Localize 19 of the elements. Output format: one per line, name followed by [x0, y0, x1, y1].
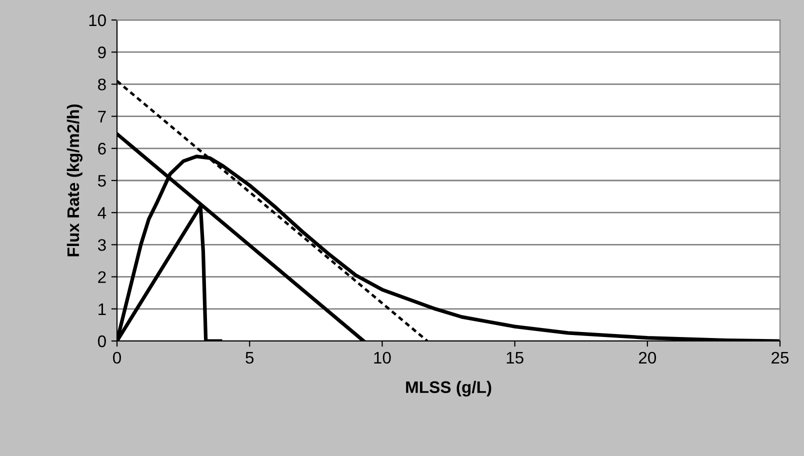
y-tick-label: 8 — [98, 78, 106, 90]
x-tick-label: 0 — [113, 352, 121, 364]
y-tick-label: 10 — [89, 14, 106, 26]
x-tick-label: 15 — [506, 352, 524, 364]
x-axis-title: MLSS (g/L) — [406, 380, 492, 396]
y-tick-label: 9 — [98, 46, 106, 58]
x-tick-label: 20 — [638, 352, 656, 364]
y-tick-label: 0 — [98, 335, 106, 348]
y-tick-label: 6 — [98, 142, 106, 155]
y-tick-label: 7 — [98, 110, 106, 122]
y-tick-label: 3 — [98, 239, 106, 251]
y-axis-title: Flux Rate (kg/m2/h) — [66, 104, 82, 256]
y-tick-label: 5 — [98, 175, 106, 187]
y-tick-label: 1 — [98, 303, 106, 315]
x-tick-label: 5 — [246, 352, 254, 364]
y-tick-label: 4 — [98, 207, 106, 219]
x-tick-label: 10 — [374, 352, 391, 364]
y-tick-label: 2 — [98, 271, 106, 283]
x-tick-label: 25 — [772, 352, 789, 364]
